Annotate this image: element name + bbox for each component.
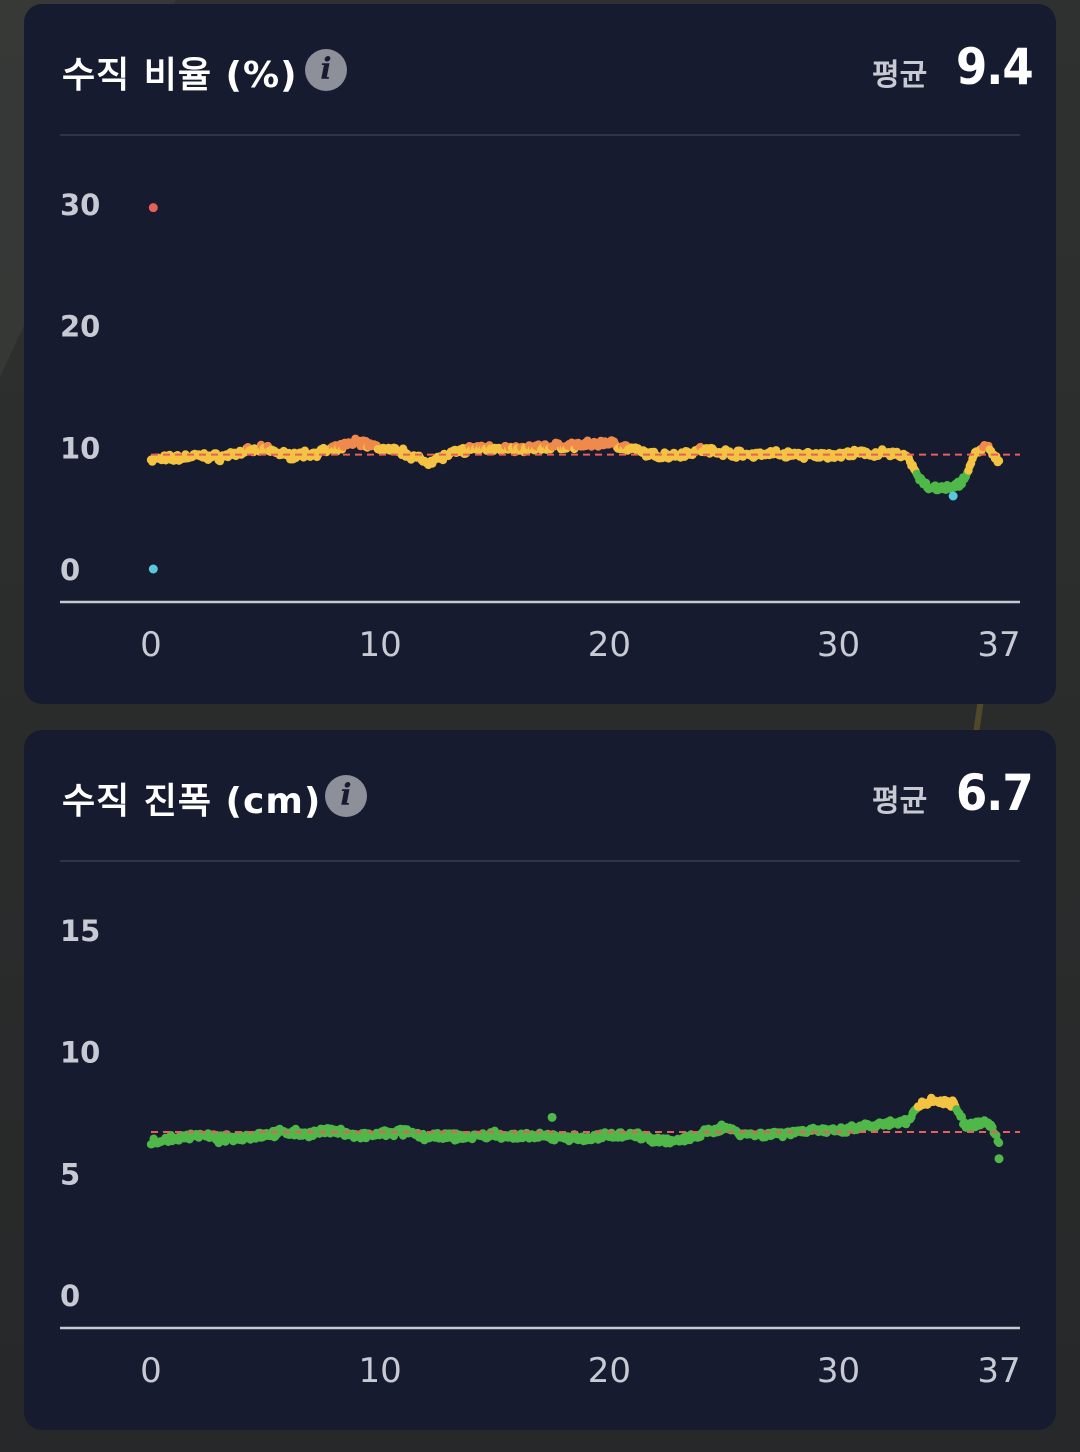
x-tick-label: 0 [140, 1351, 162, 1391]
x-tick-label: 10 [359, 1351, 402, 1391]
chart-title: 수직 진폭 (cm) [62, 781, 322, 822]
outlier-point [148, 203, 158, 213]
x-tick-label: 30 [817, 1351, 860, 1391]
header-divider [60, 860, 1020, 862]
y-tick-label: 15 [60, 914, 100, 948]
outlier-point [547, 1112, 557, 1122]
y-tick-label: 30 [60, 188, 100, 222]
average-value: 9.4 [956, 38, 1034, 96]
vertical-oscillation-plot: 0 5 10 15 0 10 20 30 37 [60, 914, 1021, 1391]
x-tick-label: 20 [588, 625, 631, 665]
x-tick-label: 30 [817, 625, 860, 665]
average-value: 6.7 [956, 764, 1034, 822]
info-icon[interactable]: i [325, 775, 367, 817]
header-divider [60, 134, 1020, 136]
scatter-points [146, 203, 1004, 574]
y-tick-label: 0 [60, 553, 80, 587]
x-tick-label: 20 [588, 1351, 631, 1391]
x-tick-label: 37 [977, 1351, 1020, 1391]
data-point [994, 1138, 1004, 1148]
y-tick-label: 0 [60, 1279, 80, 1313]
y-tick-label: 10 [60, 1036, 100, 1070]
vertical-ratio-plot: 0 10 20 30 0 10 20 30 37 [60, 188, 1021, 665]
x-tick-label: 0 [140, 625, 162, 665]
x-tick-label: 10 [359, 625, 402, 665]
average-label: 평균 [872, 784, 928, 819]
vertical-oscillation-card: 수직 진폭 (cm) i 평균 6.7 0 5 10 15 0 10 20 30 37 [24, 730, 1056, 1430]
y-tick-label: 20 [60, 310, 100, 344]
vertical-ratio-card: 수직 비율 (%) i 평균 9.4 0 10 20 30 0 10 20 30 37 [24, 4, 1056, 704]
y-tick-label: 10 [60, 431, 100, 465]
outlier-point [994, 1154, 1004, 1164]
data-point [994, 456, 1004, 465]
info-icon[interactable]: i [305, 49, 347, 91]
x-tick-label: 37 [977, 625, 1020, 665]
y-tick-label: 5 [60, 1157, 80, 1191]
outlier-point [148, 564, 158, 574]
average-label: 평균 [872, 58, 928, 93]
scatter-points [146, 1093, 1004, 1164]
chart-title: 수직 비율 (%) [62, 55, 298, 96]
outlier-point [948, 491, 958, 501]
